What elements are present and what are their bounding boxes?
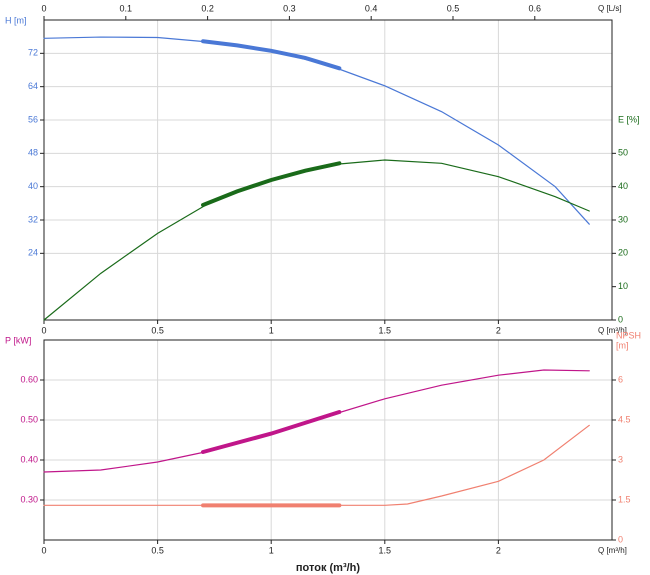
curve — [43, 36, 590, 225]
y-tick-label: 24 — [28, 248, 38, 258]
x-tick-label: 2 — [496, 325, 501, 335]
plot-frame — [43, 339, 613, 541]
curve — [43, 424, 590, 506]
y2-tick-label: 0 — [618, 314, 623, 324]
y2-axis-label: E [%] — [618, 114, 640, 124]
x-axis-title: поток (m³/h) — [296, 562, 360, 574]
y2-tick-label: 40 — [618, 181, 628, 191]
y-tick-label: 72 — [28, 48, 38, 58]
x2-tick-label: 0.6 — [529, 3, 542, 13]
x-tick-label: 0.5 — [151, 325, 164, 335]
y-axis-label: H [m] — [5, 15, 27, 25]
x2-tick-label: 0.4 — [365, 3, 378, 13]
y-tick-label: 32 — [28, 214, 38, 224]
y2-tick-label: 0 — [618, 534, 623, 544]
x-axis-label: Q [m³/h] — [598, 546, 627, 555]
curve — [43, 159, 590, 321]
x-tick-label: 0 — [41, 545, 46, 555]
x-tick-label: 0.5 — [151, 545, 164, 555]
x-tick-label: 1 — [269, 545, 274, 555]
y2-tick-label: 1.5 — [618, 494, 631, 504]
x2-tick-label: 0.5 — [447, 3, 460, 13]
curve — [201, 39, 342, 71]
y2-tick-label: 30 — [618, 214, 628, 224]
y2-tick-label: 10 — [618, 281, 628, 291]
x-tick-label: 1 — [269, 325, 274, 335]
y2-axis-label: [m] — [616, 340, 629, 350]
x-tick-label: 2 — [496, 545, 501, 555]
curve — [201, 410, 342, 454]
y2-tick-label: 6 — [618, 374, 623, 384]
x2-tick-label: 0.2 — [201, 3, 214, 13]
x-tick-label: 0 — [41, 325, 46, 335]
y-tick-label: 0.30 — [20, 494, 38, 504]
y-tick-label: 40 — [28, 181, 38, 191]
y2-tick-label: 4.5 — [618, 414, 631, 424]
y-tick-label: 0.50 — [20, 414, 38, 424]
y2-tick-label: 20 — [618, 248, 628, 258]
x2-tick-label: 0.3 — [283, 3, 296, 13]
y-tick-label: 48 — [28, 148, 38, 158]
x2-tick-label: 0.1 — [120, 3, 133, 13]
y-axis-label: P [kW] — [5, 335, 31, 345]
plot-frame — [43, 19, 613, 321]
y2-tick-label: 3 — [618, 454, 623, 464]
y-tick-label: 0.60 — [20, 374, 38, 384]
y-tick-label: 0.40 — [20, 454, 38, 464]
y2-tick-label: 50 — [618, 148, 628, 158]
x2-axis-label: Q [L/s] — [598, 4, 622, 13]
x-axis-label: Q [m³/h] — [598, 326, 627, 335]
y2-axis-label: NPSH — [616, 330, 641, 340]
x2-tick-label: 0 — [41, 3, 46, 13]
y-tick-label: 64 — [28, 81, 38, 91]
x-tick-label: 1.5 — [379, 325, 392, 335]
x-tick-label: 1.5 — [379, 545, 392, 555]
y-tick-label: 56 — [28, 114, 38, 124]
curve — [201, 161, 342, 207]
